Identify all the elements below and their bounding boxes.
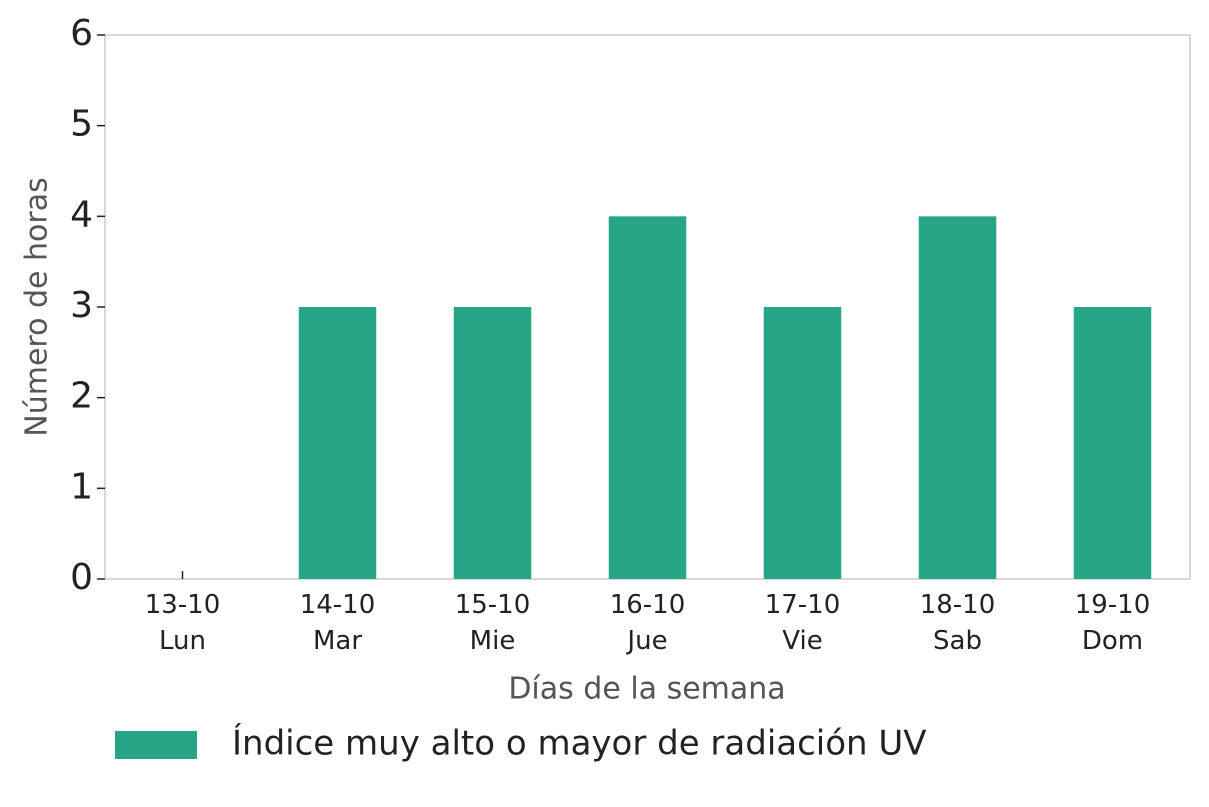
y-tick-label: 2: [70, 376, 93, 417]
y-tick-label: 0: [70, 557, 93, 598]
y-tick-label: 6: [70, 13, 93, 54]
y-tick-label: 5: [70, 104, 93, 145]
x-axis-label: Días de la semana: [508, 672, 785, 707]
y-tick-label: 1: [70, 466, 93, 507]
bar: [918, 216, 997, 580]
bar: [763, 307, 842, 579]
x-tick-label: 15-10 Mie: [454, 590, 531, 656]
y-tick-label: 4: [70, 194, 93, 235]
y-tick-label: 3: [70, 285, 93, 326]
bar: [1073, 307, 1152, 579]
legend-swatch: [115, 731, 197, 759]
bar: [298, 307, 377, 579]
y-axis-label: Número de horas: [20, 177, 55, 436]
x-tick-label: 18-10 Sab: [919, 590, 996, 656]
x-tick-label: 17-10 Vie: [764, 590, 841, 656]
legend-label: Índice muy alto o mayor de radiación UV: [232, 723, 927, 764]
x-tick-label: 14-10 Mar: [299, 590, 376, 656]
x-tick-label: 16-10 Jue: [609, 590, 686, 656]
x-tick-label: 19-10 Dom: [1074, 590, 1151, 656]
x-tick-label: 13-10 Lun: [144, 590, 221, 656]
bar: [608, 216, 687, 580]
bar: [453, 307, 532, 579]
